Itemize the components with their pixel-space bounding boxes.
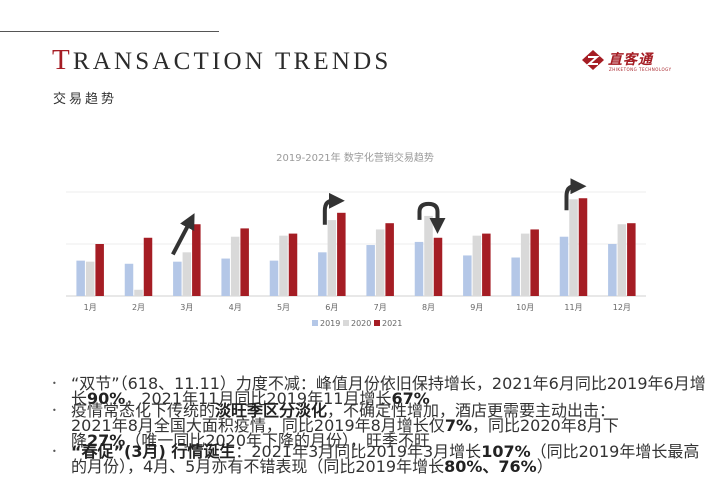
bar-2021-7	[385, 223, 394, 296]
bar-2019-1	[76, 260, 85, 296]
x-tick-label: 2月	[132, 303, 145, 312]
bar-2020-1	[85, 261, 95, 296]
bar-2020-6	[327, 220, 337, 296]
logo-name: 直客通	[608, 52, 653, 68]
legend-swatch-2021	[374, 320, 380, 326]
legend-label: 2019	[320, 319, 340, 328]
x-tick-label: 10月	[516, 303, 534, 312]
bullet-text-segment: ）	[536, 457, 553, 476]
bullet-text-segment: （同比2019年增长最高的月份），4月、5月亦有不错表现（同比2019年增长	[71, 442, 700, 476]
bar-2020-9	[472, 235, 482, 296]
page-title: TRANSACTION TRENDS	[52, 44, 391, 77]
trend-arrow-icon	[417, 201, 446, 234]
bar-2021-1	[95, 244, 104, 296]
bar-2019-5	[269, 260, 279, 296]
bar-2019-2	[124, 263, 134, 296]
bar-2019-8	[414, 241, 424, 296]
bar-2019-3	[173, 261, 182, 296]
bar-2021-4	[240, 228, 249, 296]
bar-2020-7	[375, 229, 385, 296]
logo-tagline: ZHIKETONG TECHNOLOGY	[609, 67, 672, 72]
bar-2021-8	[433, 237, 443, 296]
bar-2020-3	[182, 252, 192, 296]
bar-2019-6	[318, 252, 327, 296]
bar-2020-5	[279, 235, 288, 296]
company-logo: 直客通 ZHIKETONG TECHNOLOGY	[581, 49, 671, 77]
legend-label: 2020	[351, 319, 371, 328]
trend-arrow-icon	[171, 213, 195, 256]
bar-2021-10	[530, 229, 539, 296]
bar-2020-12	[617, 224, 627, 296]
bar-2021-2	[143, 237, 153, 296]
x-tick-label: 11月	[564, 303, 582, 312]
bullet-text-segment: ：2021年3月同比2019年3月增长	[235, 442, 482, 461]
x-tick-label: 9月	[470, 303, 483, 312]
x-tick-label: 8月	[422, 303, 435, 312]
bar-2021-3	[192, 224, 201, 296]
chart-title: 2019-2021年 数字化营销交易趋势	[276, 153, 434, 164]
bullet-text-segment: 80%、76%	[444, 457, 537, 476]
x-tick-label: 6月	[325, 303, 338, 312]
bullet-text-segment: 107%	[481, 442, 531, 461]
bar-2019-10	[511, 257, 520, 296]
top-rule	[0, 31, 219, 32]
bar-2019-7	[366, 245, 375, 296]
bar-2020-4	[230, 236, 240, 296]
legend-swatch-2019	[312, 320, 318, 326]
x-tick-label: 5月	[277, 303, 290, 312]
bar-2019-11	[559, 236, 569, 296]
bar-2020-11	[569, 199, 578, 296]
bullet-item-spring-promo: “春促”(3月) 行情诞生：2021年3月同比2019年3月增长107%（同比2…	[52, 442, 710, 476]
bar-2020-2	[134, 289, 143, 296]
x-tick-label: 7月	[374, 303, 387, 312]
bar-2019-4	[221, 258, 230, 296]
bar-2021-5	[288, 233, 298, 296]
logo-mark-icon	[582, 50, 604, 70]
bullet-text-segment: 7%	[444, 416, 472, 435]
bar-2019-12	[608, 244, 617, 296]
bar-2020-10	[520, 233, 530, 296]
trend-arrow-icon	[322, 192, 345, 225]
bullet-text-segment: ，不确定性增加，酒店更需要主动出击：2021年8月全国大面积疫情，同比2019年…	[71, 401, 616, 435]
bullet-text-segment: “春促”(3月) 行情诞生	[71, 442, 236, 461]
legend-label: 2021	[382, 319, 402, 328]
bullet-text-segment: 疫情常态化下传统的	[71, 401, 216, 420]
x-tick-label: 3月	[180, 303, 193, 312]
bar-2021-12	[627, 223, 636, 296]
legend-swatch-2020	[343, 320, 349, 326]
bar-2021-9	[482, 233, 491, 296]
bar-2021-11	[578, 198, 588, 296]
x-tick-label: 12月	[613, 303, 631, 312]
x-tick-label: 1月	[84, 303, 97, 312]
bar-2021-6	[337, 212, 346, 296]
title-rest: RANSACTION TRENDS	[72, 48, 392, 75]
title-initial: T	[52, 44, 73, 76]
trend-arrow-icon	[564, 178, 587, 211]
bar-2020-8	[424, 215, 433, 296]
bar-2019-9	[463, 255, 472, 296]
bullet-text-segment: 淡旺季区分淡化	[215, 401, 328, 420]
x-tick-label: 4月	[229, 303, 242, 312]
page-subtitle: 交易趋势	[53, 92, 118, 107]
